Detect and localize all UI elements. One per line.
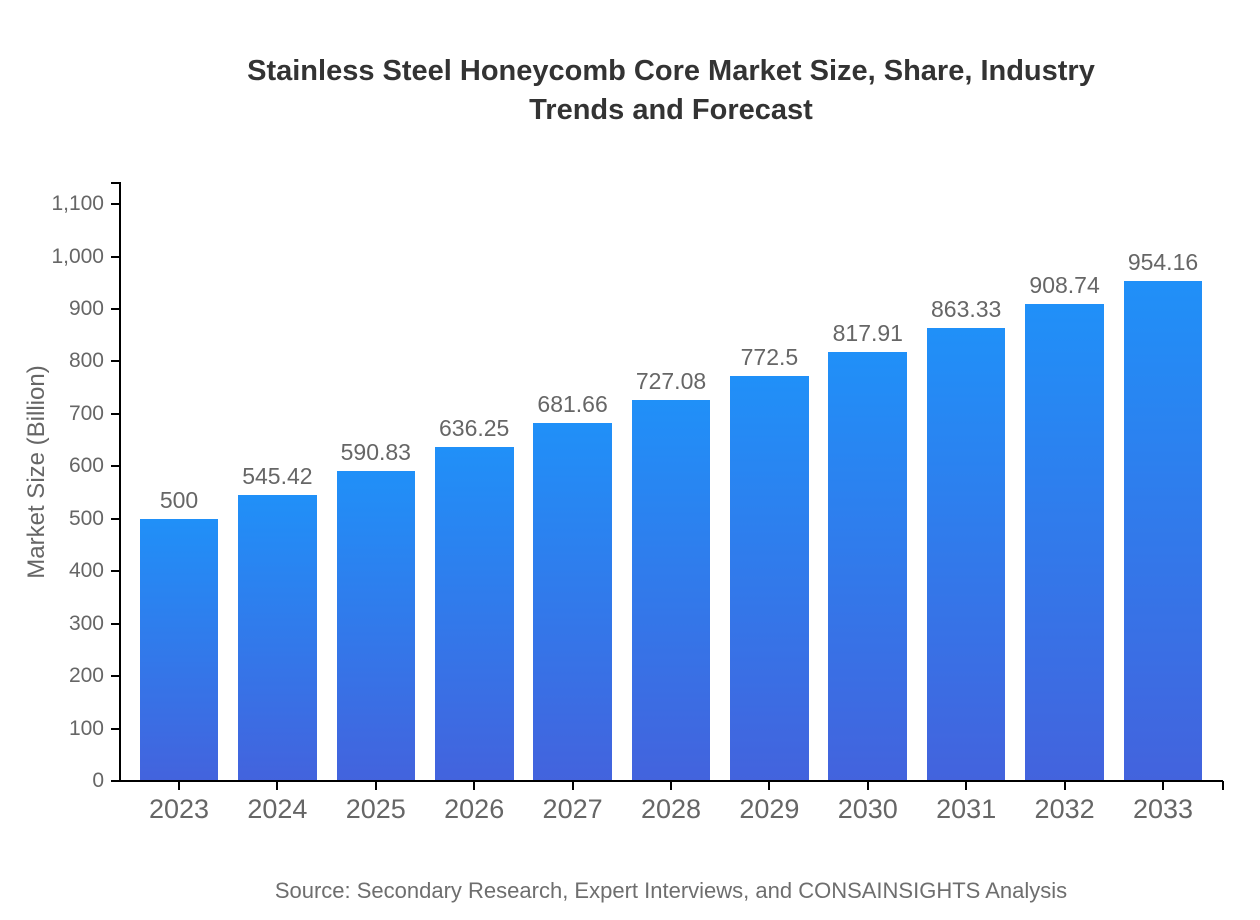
chart-title: Stainless Steel Honeycomb Core Market Si… xyxy=(247,55,1095,126)
x-tick-mark xyxy=(1063,781,1066,790)
bar xyxy=(1123,280,1203,781)
x-tick-label: 2025 xyxy=(345,794,406,824)
bar-value-label: 681.66 xyxy=(537,391,608,418)
x-tick-label: 2023 xyxy=(148,794,210,824)
bar xyxy=(631,399,711,781)
y-axis-line xyxy=(119,182,121,782)
y-tick-mark xyxy=(111,570,120,573)
bar-value-label: 727.08 xyxy=(635,367,707,394)
x-tick-label: 2026 xyxy=(444,794,505,824)
bar-value-label: 863.33 xyxy=(931,296,1002,323)
bar-value-label: 545.42 xyxy=(242,462,313,489)
y-tick-mark xyxy=(111,255,120,258)
x-tick-mark xyxy=(670,781,672,790)
x-tick-mark xyxy=(276,781,279,790)
y-tick-label: 300 xyxy=(68,611,104,635)
x-tick-mark xyxy=(571,781,574,790)
source-note: Source: Secondary Research, Expert Inter… xyxy=(274,878,1068,903)
y-tick-mark xyxy=(111,465,120,468)
x-tick-label: 2030 xyxy=(837,794,898,824)
y-tick-mark xyxy=(111,727,120,730)
y-tick-mark xyxy=(111,517,120,520)
x-tick-mark xyxy=(866,781,869,790)
bar xyxy=(730,375,809,781)
x-tick-mark xyxy=(374,781,377,790)
x-tick-mark xyxy=(1162,781,1164,790)
bar xyxy=(1025,304,1104,781)
y-tick-mark xyxy=(111,360,120,363)
y-tick-label: 500 xyxy=(68,506,104,530)
y-tick-label: 800 xyxy=(68,349,104,373)
y-tick-mark xyxy=(111,412,120,415)
x-tick-mark xyxy=(965,781,968,790)
x-tick-mark xyxy=(473,781,476,790)
bar xyxy=(533,423,612,781)
y-axis-top-cap xyxy=(111,182,120,184)
y-tick-mark xyxy=(111,780,120,782)
bar xyxy=(336,471,416,781)
y-tick-label: 0 xyxy=(92,769,104,792)
bar xyxy=(828,352,908,781)
y-tick-label: 1,000 xyxy=(51,244,104,268)
x-tick-mark xyxy=(768,781,771,790)
y-tick-mark xyxy=(111,203,120,205)
x-tick-label: 2027 xyxy=(542,794,603,824)
y-tick-label: 700 xyxy=(68,401,104,425)
y-tick-label: 100 xyxy=(68,716,104,740)
y-tick-label: 400 xyxy=(68,559,104,583)
bar-value-label: 908.74 xyxy=(1029,272,1100,299)
x-tick-mark xyxy=(178,781,180,790)
x-axis-end-cap xyxy=(1222,781,1224,790)
x-tick-label: 2024 xyxy=(247,794,308,824)
x-tick-label: 2032 xyxy=(1034,794,1095,824)
bar xyxy=(434,447,514,781)
y-tick-mark xyxy=(111,307,120,310)
x-tick-label: 2033 xyxy=(1132,794,1194,824)
y-tick-mark xyxy=(111,622,120,625)
bar xyxy=(238,494,317,781)
bar xyxy=(139,518,219,781)
y-tick-label: 1,100 xyxy=(51,192,104,215)
bar-value-label: 636.25 xyxy=(439,415,510,442)
bar-value-label: 500 xyxy=(159,486,199,513)
x-tick-label: 2029 xyxy=(739,794,800,824)
bar-value-label: 817.91 xyxy=(832,320,903,346)
bar-value-label: 590.83 xyxy=(340,439,411,466)
x-tick-label: 2031 xyxy=(936,794,997,824)
bar xyxy=(926,328,1006,781)
x-axis-line xyxy=(119,780,1223,782)
y-tick-label: 900 xyxy=(68,296,104,320)
y-tick-label: 200 xyxy=(68,664,104,688)
y-tick-label: 600 xyxy=(68,454,104,478)
bar-value-label: 772.5 xyxy=(740,343,799,370)
bar-value-label: 954.16 xyxy=(1127,248,1199,275)
x-tick-label: 2028 xyxy=(640,794,702,824)
y-tick-mark xyxy=(111,675,120,678)
